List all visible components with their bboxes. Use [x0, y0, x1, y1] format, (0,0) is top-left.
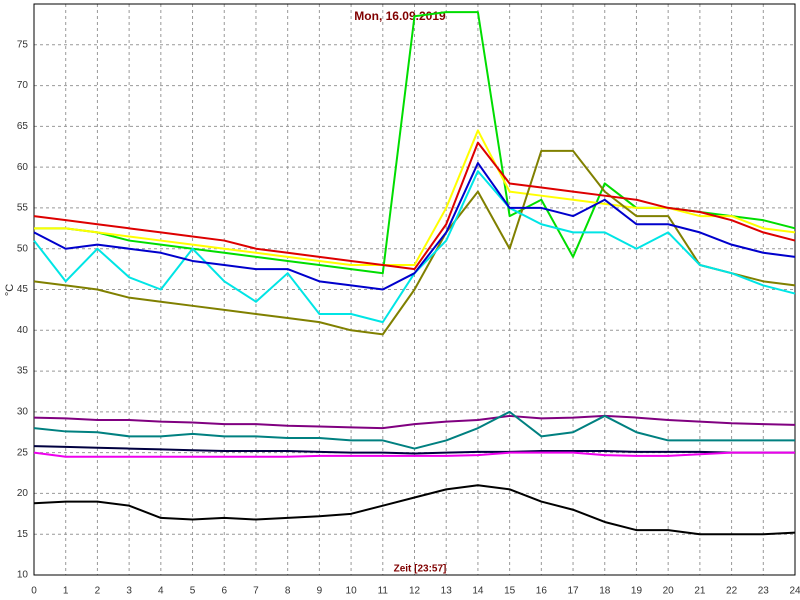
x-tick-label: 17	[567, 586, 579, 597]
series-line	[33, 162, 796, 291]
plot-frame	[33, 3, 796, 576]
x-tick-label: 14	[472, 586, 484, 597]
x-tick-label: 2	[95, 586, 101, 597]
x-tick-label: 23	[758, 586, 770, 597]
y-tick-label: 55	[17, 203, 29, 214]
x-tick-label: 3	[126, 586, 132, 597]
x-tick-label: 19	[631, 586, 643, 597]
x-tick-label: 0	[31, 586, 37, 597]
x-axis-label: Zeit [23:57]	[394, 564, 447, 575]
series-line	[33, 141, 796, 271]
series-line	[33, 451, 795, 458]
y-tick-label: 75	[17, 39, 29, 50]
x-tick-label: 11	[378, 586, 389, 597]
x-tick-label: 16	[536, 586, 548, 597]
x-tick-label: 21	[694, 586, 706, 597]
x-tick-label: 8	[285, 586, 291, 597]
y-tick-label: 50	[17, 243, 29, 254]
x-tick-label: 6	[221, 586, 227, 597]
y-axis-label: °C	[4, 284, 16, 296]
series-line	[33, 484, 796, 536]
y-tick-label: 40	[17, 325, 29, 336]
y-tick-label: 65	[17, 121, 29, 132]
y-tick-label: 15	[17, 529, 29, 540]
series-line	[33, 414, 796, 430]
x-tick-label: 1	[63, 586, 69, 597]
x-tick-label: 22	[726, 586, 738, 597]
x-tick-label: 12	[409, 586, 421, 597]
series-line	[33, 445, 795, 455]
series-line	[33, 149, 796, 336]
x-tick-label: 9	[317, 586, 323, 597]
y-tick-label: 35	[17, 366, 29, 377]
x-tick-label: 24	[789, 586, 800, 597]
y-tick-label: 30	[17, 406, 29, 417]
x-tick-label: 20	[663, 586, 675, 597]
y-tick-label: 10	[17, 570, 29, 581]
series-line	[33, 410, 795, 450]
x-tick-label: 10	[346, 586, 358, 597]
x-tick-label: 15	[504, 586, 516, 597]
y-tick-label: 25	[17, 447, 29, 458]
y-tick-label: 70	[17, 80, 29, 91]
chart-title: Mon, 16.09.2019	[354, 9, 446, 23]
y-tick-label: 45	[17, 284, 29, 295]
x-tick-label: 13	[441, 586, 453, 597]
y-tick-label: 20	[17, 488, 29, 499]
x-tick-label: 4	[158, 586, 164, 597]
x-tick-label: 5	[190, 586, 196, 597]
x-tick-label: 18	[599, 586, 611, 597]
y-tick-label: 60	[17, 162, 29, 173]
x-tick-label: 7	[253, 586, 259, 597]
